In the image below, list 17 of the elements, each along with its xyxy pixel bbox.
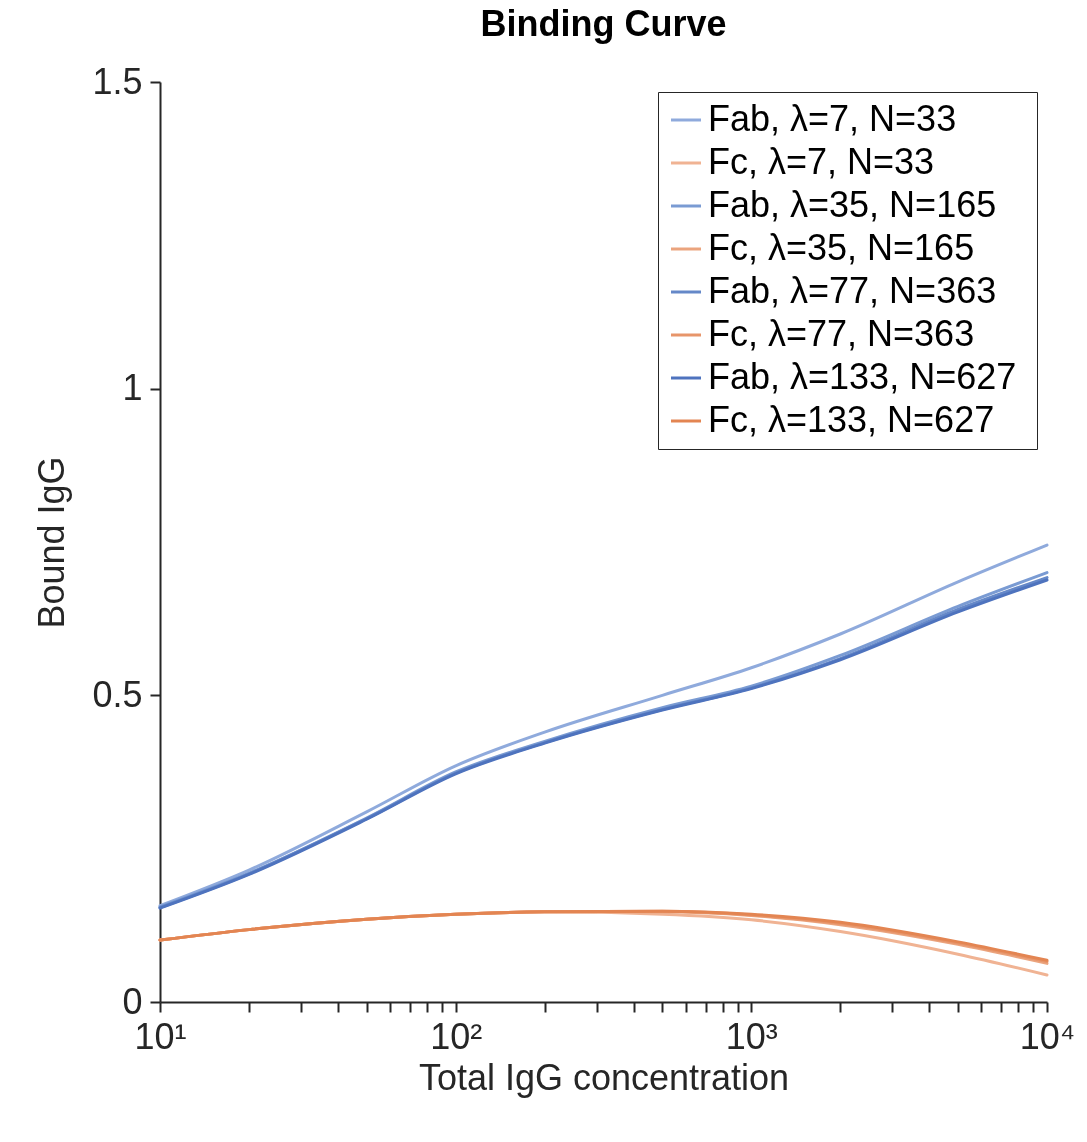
y-axis-title: Bound IgG xyxy=(31,456,73,629)
x-tick-label: 10³ xyxy=(725,1015,778,1057)
legend-label: Fc, λ=35, N=165 xyxy=(708,227,975,268)
y-tick-label: 1.5 xyxy=(92,60,143,102)
y-tick-label: 1 xyxy=(122,367,143,409)
legend-label: Fc, λ=77, N=363 xyxy=(708,313,975,354)
chart-title: Binding Curve xyxy=(480,3,727,44)
x-axis-title: Total IgG concentration xyxy=(418,1056,790,1098)
x-tick-label: 10⁴ xyxy=(1019,1015,1076,1057)
legend-label: Fab, λ=35, N=165 xyxy=(708,184,997,225)
legend-label: Fab, λ=77, N=363 xyxy=(708,270,997,311)
legend-label: Fab, λ=7, N=33 xyxy=(708,98,957,139)
legend-label: Fc, λ=7, N=33 xyxy=(708,141,935,182)
x-tick-label: 10² xyxy=(430,1015,483,1057)
y-tick-label: 0.5 xyxy=(92,673,143,715)
legend-label: Fc, λ=133, N=627 xyxy=(708,399,995,440)
legend-label: Fab, λ=133, N=627 xyxy=(708,356,1017,397)
